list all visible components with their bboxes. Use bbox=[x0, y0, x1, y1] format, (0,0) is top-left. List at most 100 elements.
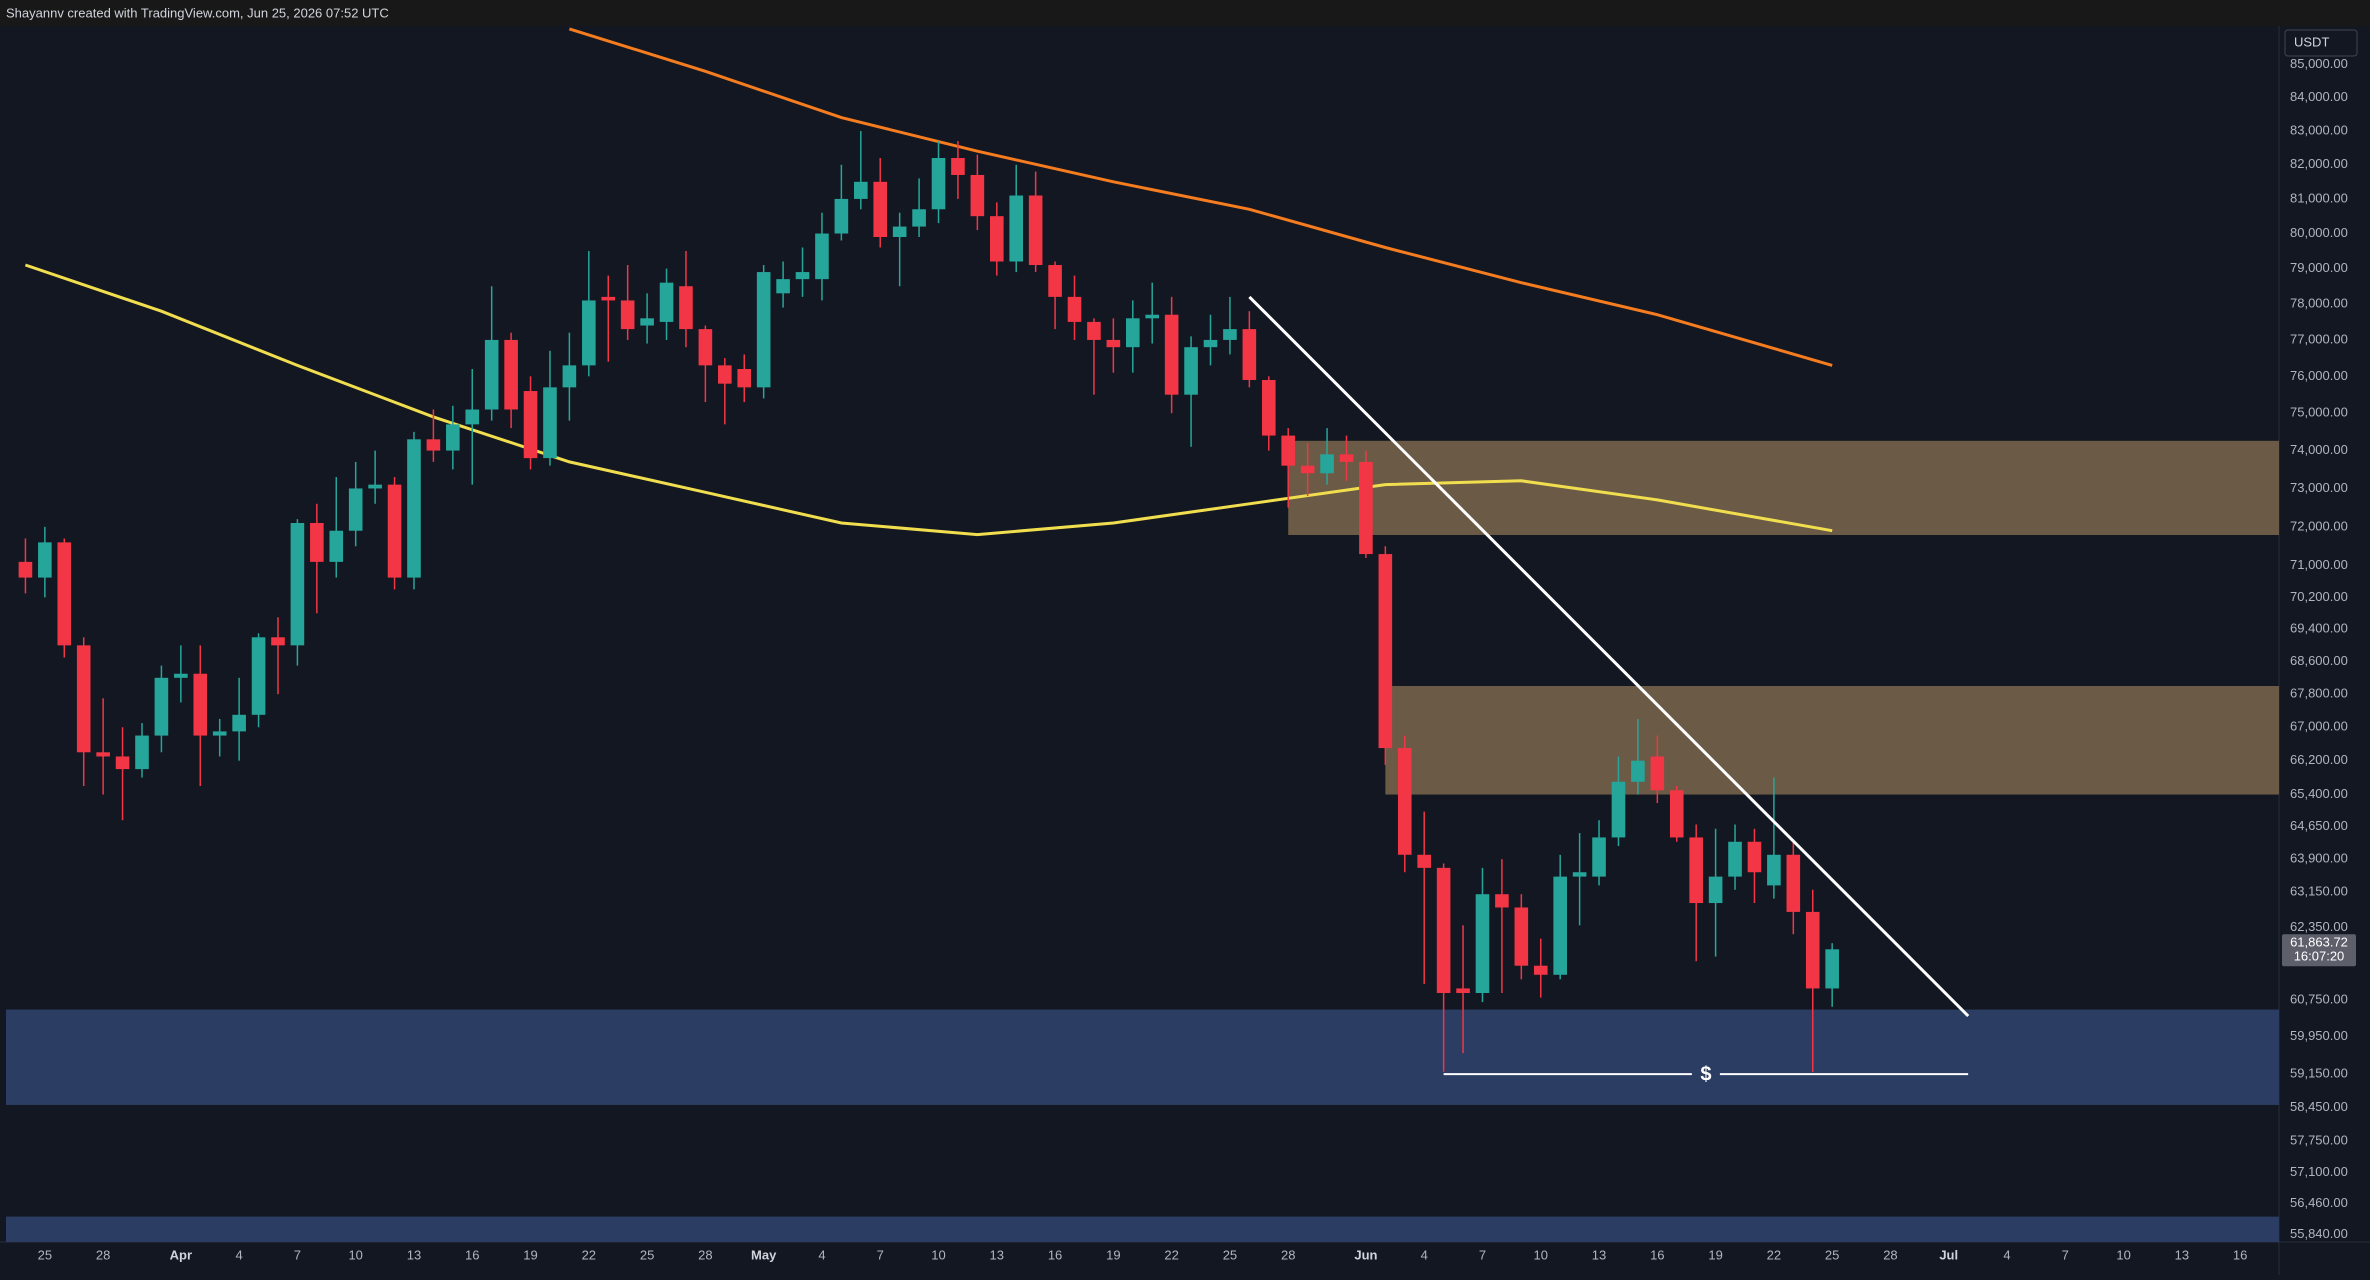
x-tick-label: 10 bbox=[931, 1247, 945, 1262]
x-tick-label: 19 bbox=[523, 1247, 537, 1262]
candle-body bbox=[57, 542, 72, 646]
candle-body bbox=[718, 365, 732, 384]
header-bar bbox=[0, 0, 2370, 26]
candle-body bbox=[1009, 195, 1024, 262]
x-tick-label: 7 bbox=[294, 1247, 301, 1262]
price-timer: 16:07:20 bbox=[2294, 949, 2345, 964]
x-tick-label: 10 bbox=[1534, 1247, 1548, 1262]
candle-body bbox=[1786, 854, 1801, 912]
candle-body bbox=[193, 673, 208, 736]
candle-body bbox=[931, 157, 946, 210]
candle-body bbox=[1028, 195, 1043, 266]
y-tick-label: 76,000.00 bbox=[2290, 368, 2348, 383]
candle-body bbox=[1417, 854, 1431, 868]
candle-body bbox=[1631, 760, 1645, 782]
candle-body bbox=[756, 272, 771, 388]
candle-body bbox=[1048, 265, 1062, 297]
candle-body bbox=[38, 542, 52, 578]
candle-body bbox=[776, 279, 790, 294]
candle-body bbox=[1592, 837, 1606, 877]
candle-body bbox=[1514, 907, 1529, 966]
candle-body bbox=[601, 296, 616, 301]
candle-body bbox=[737, 369, 752, 388]
candle-body bbox=[1456, 988, 1470, 994]
y-tick-label: 69,400.00 bbox=[2290, 621, 2348, 636]
x-tick-label: 4 bbox=[236, 1247, 243, 1262]
x-tick-label: 16 bbox=[1650, 1247, 1664, 1262]
y-tick-label: 78,000.00 bbox=[2290, 295, 2348, 310]
candle-body bbox=[1281, 435, 1296, 466]
y-tick-label: 83,000.00 bbox=[2290, 122, 2348, 137]
candle-body bbox=[1339, 454, 1354, 462]
candle-body bbox=[795, 272, 810, 280]
candle-body bbox=[407, 439, 421, 578]
candle-body bbox=[1436, 867, 1451, 994]
candle-body bbox=[310, 522, 324, 562]
x-tick-label: 16 bbox=[1048, 1247, 1062, 1262]
y-tick-label: 63,900.00 bbox=[2290, 851, 2348, 866]
candle-body bbox=[620, 300, 635, 330]
y-tick-label: 63,150.00 bbox=[2290, 883, 2348, 898]
candle-body bbox=[135, 735, 149, 770]
x-tick-label: 25 bbox=[1825, 1247, 1839, 1262]
candle-body bbox=[640, 318, 654, 326]
candle-body bbox=[174, 673, 188, 678]
x-tick-label: 10 bbox=[348, 1247, 362, 1262]
x-tick-label: 25 bbox=[38, 1247, 52, 1262]
candle-body bbox=[387, 484, 402, 578]
y-tick-label: 59,150.00 bbox=[2290, 1066, 2348, 1081]
candle-body bbox=[1145, 314, 1160, 319]
candle-body bbox=[1805, 911, 1820, 989]
x-tick-label: 13 bbox=[2175, 1247, 2189, 1262]
y-tick-label: 77,000.00 bbox=[2290, 331, 2348, 346]
zone bbox=[1385, 685, 2279, 795]
y-tick-label: 65,400.00 bbox=[2290, 786, 2348, 801]
candle-body bbox=[426, 439, 441, 451]
x-tick-label: 13 bbox=[990, 1247, 1004, 1262]
x-tick-label: 28 bbox=[698, 1247, 712, 1262]
x-tick-label: 22 bbox=[582, 1247, 596, 1262]
x-tick-label: 19 bbox=[1708, 1247, 1722, 1262]
x-tick-label: Apr bbox=[170, 1247, 192, 1262]
candle-body bbox=[18, 561, 33, 578]
candle-body bbox=[1261, 379, 1276, 436]
candle-body bbox=[970, 174, 985, 217]
y-tick-label: 67,000.00 bbox=[2290, 719, 2348, 734]
candle-body bbox=[1572, 872, 1587, 877]
candle-body bbox=[1475, 894, 1490, 994]
x-tick-label: May bbox=[751, 1247, 777, 1262]
x-tick-label: Jul bbox=[1939, 1247, 1958, 1262]
y-tick-label: 66,200.00 bbox=[2290, 752, 2348, 767]
candle-body bbox=[484, 339, 499, 410]
candle-body bbox=[251, 637, 266, 715]
zone bbox=[1288, 440, 2279, 535]
y-tick-label: 71,000.00 bbox=[2290, 557, 2348, 572]
x-tick-label: 19 bbox=[1106, 1247, 1120, 1262]
y-tick-label: 79,000.00 bbox=[2290, 260, 2348, 275]
y-tick-label: 57,750.00 bbox=[2290, 1132, 2348, 1147]
moving-average bbox=[568, 27, 1833, 367]
candle-body bbox=[1378, 554, 1393, 749]
candle-body bbox=[989, 216, 1004, 262]
candle-body bbox=[1087, 321, 1101, 340]
candle-body bbox=[1203, 339, 1218, 348]
zone bbox=[6, 1216, 2279, 1242]
candle-body bbox=[504, 339, 518, 410]
currency-box bbox=[2284, 29, 2358, 57]
candle-body bbox=[290, 522, 305, 646]
candle-body bbox=[1300, 465, 1315, 474]
y-tick-label: 75,000.00 bbox=[2290, 405, 2348, 420]
y-tick-label: 70,200.00 bbox=[2290, 589, 2348, 604]
candle-body bbox=[329, 530, 344, 562]
liquidity-label: $ bbox=[1700, 1063, 1711, 1085]
candle-body bbox=[1611, 781, 1626, 838]
candle-body bbox=[892, 226, 907, 238]
x-tick-label: 16 bbox=[2233, 1247, 2247, 1262]
candle-body bbox=[523, 391, 538, 459]
y-tick-label: 67,800.00 bbox=[2290, 686, 2348, 701]
candle-body bbox=[115, 756, 130, 770]
x-tick-label: 4 bbox=[818, 1247, 825, 1262]
x-tick-label: 7 bbox=[877, 1247, 884, 1262]
y-tick-label: 74,000.00 bbox=[2290, 442, 2348, 457]
candle-body bbox=[1242, 329, 1257, 380]
